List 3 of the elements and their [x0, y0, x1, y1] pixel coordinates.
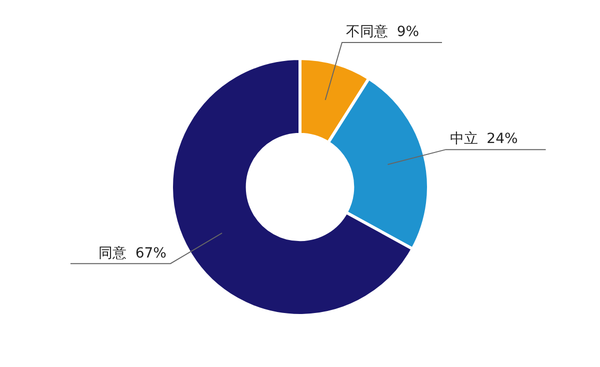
slice-label: 不同意 9% [346, 24, 420, 40]
slice-label: 同意 67% [98, 245, 166, 262]
slice-label: 中立 24% [450, 131, 518, 148]
